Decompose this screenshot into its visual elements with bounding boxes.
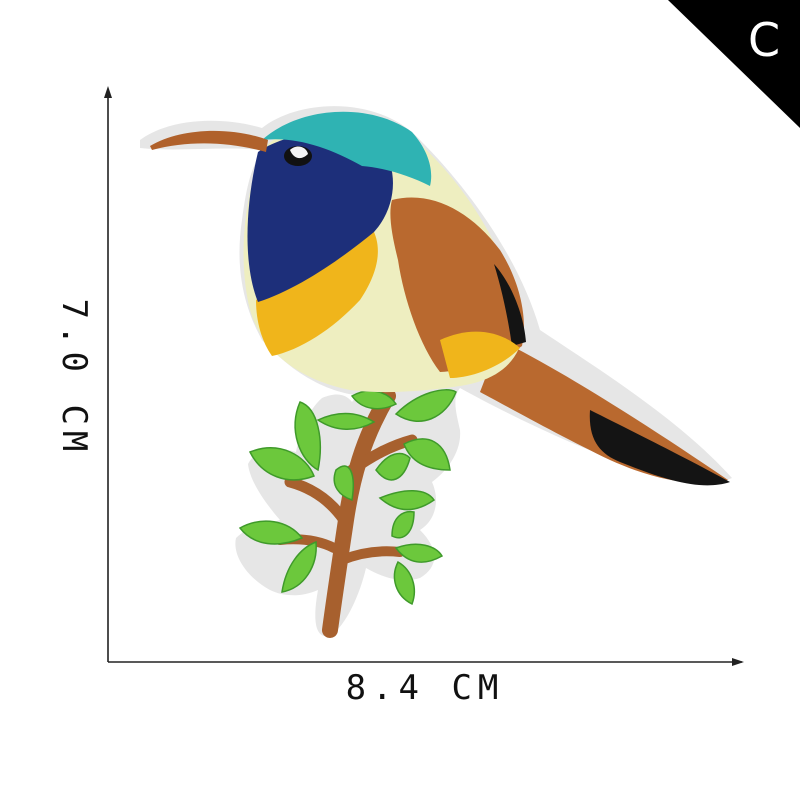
bird-face-blue (247, 133, 393, 302)
branch (275, 388, 418, 638)
leaves (238, 389, 457, 606)
horizontal-arrow-icon (732, 658, 744, 666)
bird-wing (390, 197, 524, 372)
vertical-arrow-icon (104, 86, 112, 98)
bird-breast-yellow (256, 228, 378, 356)
bird (150, 111, 730, 486)
bird-beak (150, 130, 268, 152)
bird-tail-tip (589, 410, 730, 486)
bird-eye-highlight (290, 146, 308, 159)
bird-crown-teal (262, 111, 432, 186)
height-dimension-label: 7.0 CM (54, 298, 94, 458)
dimension-axes (107, 92, 742, 663)
wing-dark-edge (494, 264, 526, 346)
bird-tail (480, 340, 728, 483)
wing-yellow-patch (440, 331, 520, 378)
width-dimension-label: 8.4 CM (345, 668, 505, 708)
variant-label: C (747, 13, 781, 67)
